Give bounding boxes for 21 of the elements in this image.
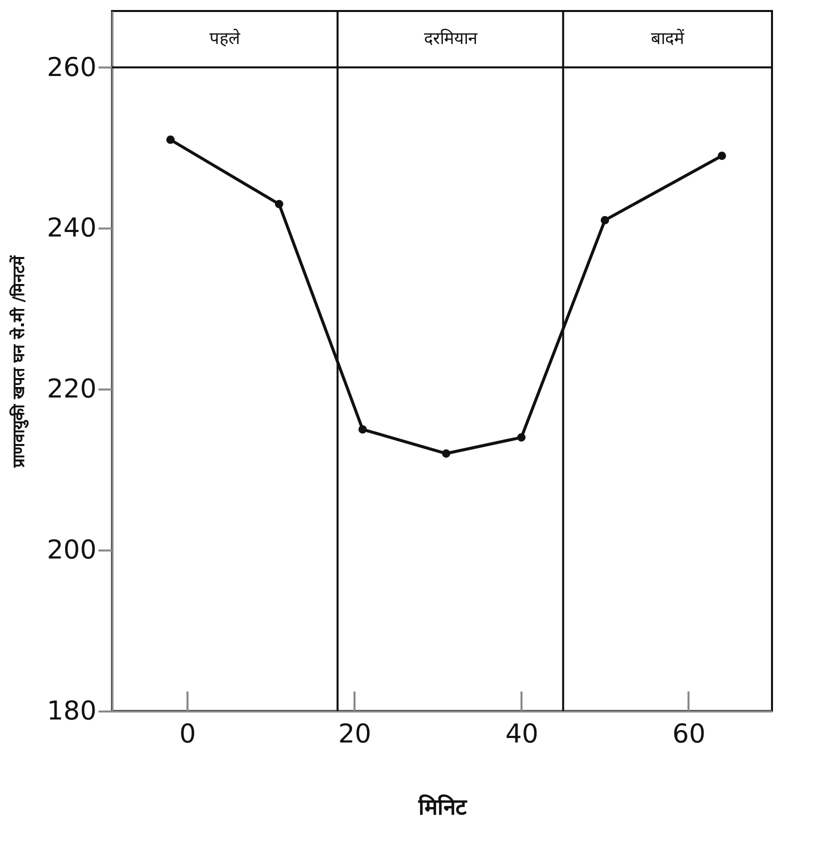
y-tick-label: 260 <box>46 52 96 83</box>
y-tick-label: 200 <box>46 536 96 566</box>
x-axis-title: मिनिट <box>418 794 468 820</box>
annotation: पहले <box>209 28 240 50</box>
point <box>274 200 284 208</box>
point <box>718 152 726 160</box>
x-tick-label: 40 <box>505 720 538 750</box>
annotation: दरमियान <box>424 28 478 50</box>
x-tick-label: 20 <box>338 720 372 750</box>
y-tick-label: 180 <box>46 696 96 726</box>
y-tick-label: 220 <box>46 374 96 405</box>
x-tick-label: 0 <box>179 720 196 750</box>
point <box>600 216 610 224</box>
point <box>166 136 175 144</box>
point <box>517 433 526 442</box>
x-tick-label: 60 <box>672 720 706 750</box>
y-tick-label: 240 <box>46 214 96 244</box>
point <box>442 449 450 458</box>
y-axis-title: प्राणवायुकी खपत घन से.मी /मिनटमें <box>8 254 29 469</box>
annotation: बादमें <box>651 28 686 50</box>
point <box>358 425 367 434</box>
